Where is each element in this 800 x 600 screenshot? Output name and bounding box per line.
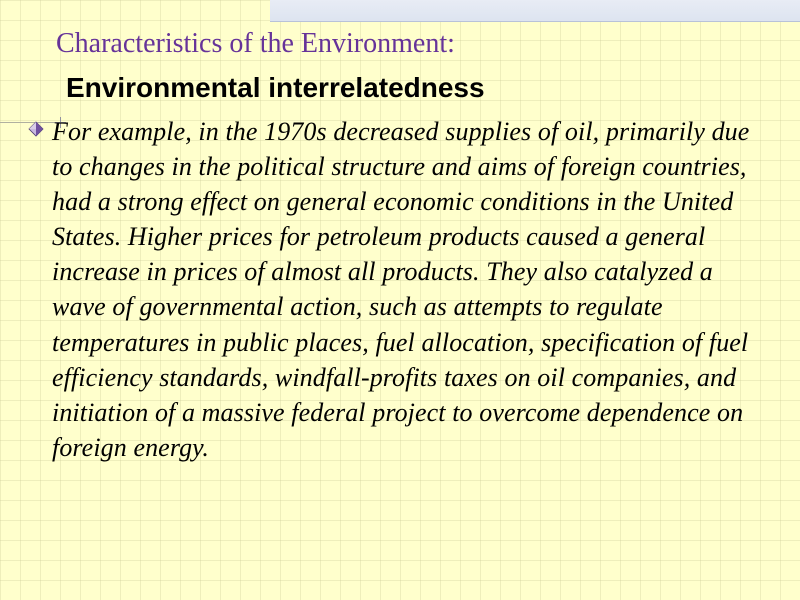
header-bar	[270, 0, 800, 22]
bullet-item: For example, in the 1970s decreased supp…	[28, 114, 772, 465]
slide-subtitle: Environmental interrelatedness	[66, 72, 485, 104]
body-paragraph: For example, in the 1970s decreased supp…	[52, 114, 772, 465]
slide-title: Characteristics of the Environment:	[56, 28, 455, 60]
diamond-bullet-icon	[28, 121, 44, 137]
body-content: For example, in the 1970s decreased supp…	[28, 114, 772, 465]
